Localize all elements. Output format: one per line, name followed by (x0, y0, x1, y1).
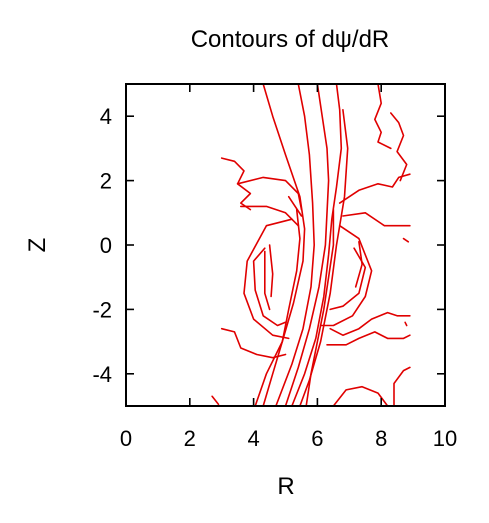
x-axis-ticks: 0 2 4 6 8 10 (120, 84, 457, 451)
y-tick-label: -2 (92, 297, 112, 322)
contour-line-13 (389, 112, 408, 182)
contour-line-12 (373, 83, 392, 150)
contour-line-3 (284, 83, 330, 407)
contour-line-26 (332, 385, 389, 407)
plot-frame (125, 83, 446, 407)
contour-line-16 (243, 218, 293, 340)
x-tick-label: 10 (433, 426, 457, 451)
contour-line-4 (291, 83, 343, 407)
y-axis-label: Z (24, 238, 51, 253)
contour-lines (211, 83, 411, 407)
contour-line-17 (252, 247, 287, 327)
contour-line-18 (263, 250, 271, 311)
contour-line-10 (236, 176, 303, 211)
contour-line-1 (254, 83, 306, 407)
y-axis-ticks: 4 2 0 -2 -4 (92, 104, 445, 387)
contour-line-27 (393, 366, 411, 407)
y-tick-label: 0 (100, 233, 112, 258)
y-tick-label: 4 (100, 104, 112, 129)
contour-line-29 (404, 321, 408, 327)
contour-line-9 (220, 157, 252, 211)
contour-line-15 (342, 212, 411, 227)
x-tick-label: 2 (184, 426, 196, 451)
x-tick-label: 6 (311, 426, 323, 451)
y-tick-label: -4 (92, 362, 112, 387)
contour-line-21 (319, 224, 373, 327)
contour-line-6 (262, 208, 301, 407)
chart-title: Contours of dψ/dR (191, 26, 390, 53)
x-axis-label: R (277, 473, 294, 500)
x-tick-label: 4 (247, 426, 259, 451)
contour-line-25 (326, 331, 411, 346)
contour-line-28 (211, 395, 220, 406)
contour-line-2 (275, 83, 316, 407)
contour-line-14 (338, 173, 411, 204)
contour-line-23 (354, 241, 363, 288)
contour-line-8 (287, 195, 303, 217)
contour-line-7 (305, 208, 335, 407)
contour-line-19 (268, 244, 274, 298)
contour-line-24 (329, 311, 411, 337)
x-tick-label: 8 (375, 426, 387, 451)
contour-line-30 (402, 237, 410, 243)
y-tick-label: 2 (100, 169, 112, 194)
x-tick-label: 0 (120, 426, 132, 451)
contour-line-20 (220, 327, 287, 359)
